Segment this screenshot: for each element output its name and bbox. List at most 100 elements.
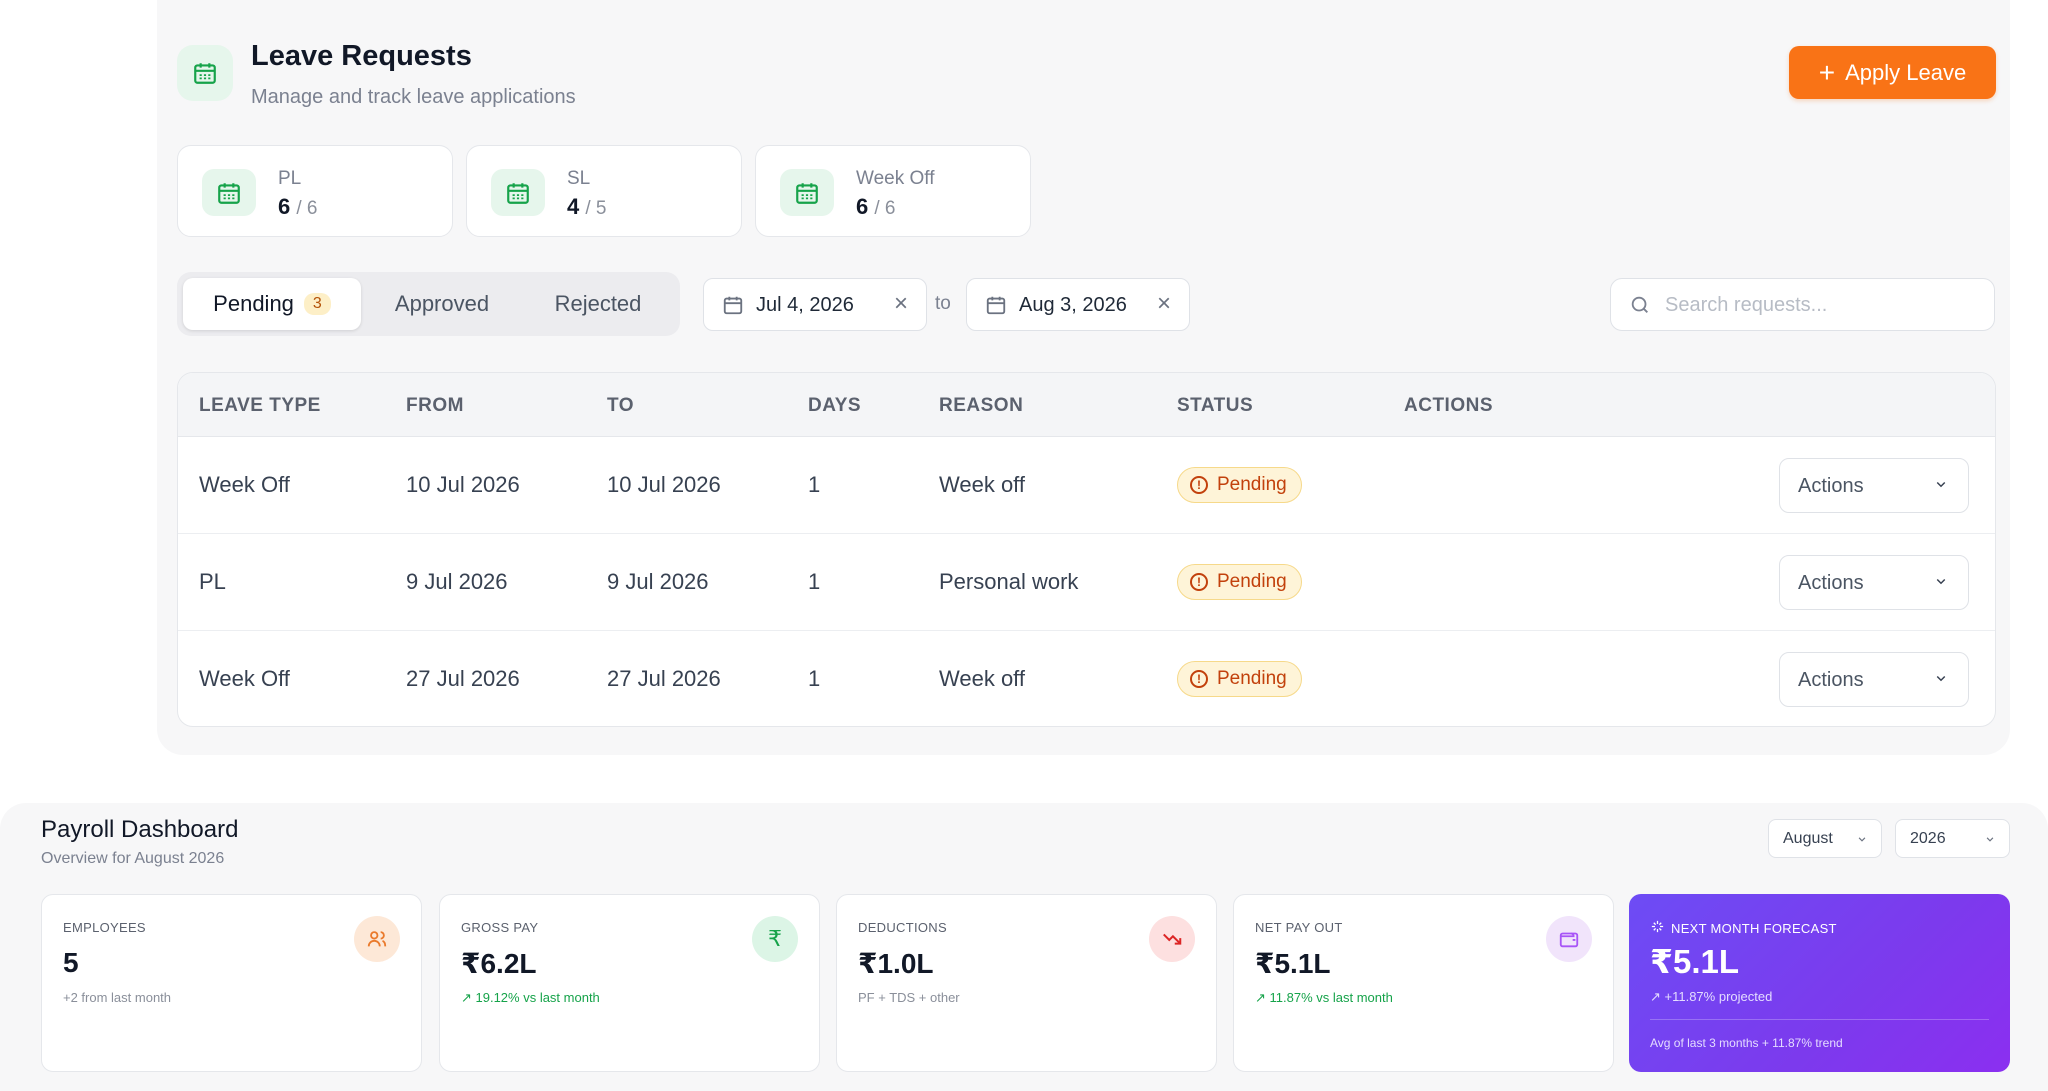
calendar-icon [491,169,545,216]
employees-card: EMPLOYEES 5 +2 from last month [41,894,422,1072]
balance-label: SL [567,168,591,189]
sparkle-icon [1650,919,1665,937]
card-label: NET PAY OUT [1255,920,1343,935]
column-header: STATUS [1177,395,1254,416]
days-cell: 1 [808,472,821,497]
page-subtitle: Manage and track leave applications [251,86,576,108]
balance-value: 6 / 6 [856,194,896,219]
date-range-separator: to [935,293,951,314]
apply-leave-label: Apply Leave [1845,59,1967,85]
forecast-value: ₹5.1L [1650,943,1739,980]
balance-label: Week Off [856,168,935,189]
tab-label: Approved [394,291,490,316]
tab-label: Pending [213,291,294,316]
year-select[interactable]: 2026 [1895,819,2010,858]
actions-label: Actions [1798,572,1864,594]
calendar-icon [780,169,834,216]
actions-dropdown[interactable]: Actions [1779,652,1969,707]
tab-label: Rejected [554,291,642,316]
balance-card-pl: PL 6 / 6 [177,145,453,237]
alert-circle-icon: ! [1190,670,1208,688]
tab-pending[interactable]: Pending 3 [183,278,361,330]
calendar-icon [722,294,744,322]
status-label: Pending [1217,474,1287,495]
to-cell: 10 Jul 2026 [607,472,721,497]
actions-label: Actions [1798,669,1864,691]
forecast-note: ↗ +11.87% projected [1650,989,1773,1004]
column-header: TO [607,395,635,416]
net-pay-out-card: NET PAY OUT ₹5.1L ↗ 11.87% vs last month [1233,894,1614,1072]
column-header: DAYS [808,395,862,416]
month-value: August [1783,830,1833,847]
from-cell: 27 Jul 2026 [406,666,520,691]
actions-dropdown[interactable]: Actions [1779,458,1969,513]
card-label: GROSS PAY [461,920,539,935]
chevron-down-icon [1932,473,1950,501]
card-value: ₹1.0L [858,948,934,979]
search-icon [1629,294,1651,321]
from-cell: 9 Jul 2026 [406,569,508,594]
leave-table: LEAVE TYPE FROM TO DAYS REASON STATUS AC… [177,372,1996,727]
chevron-down-icon [1855,829,1869,854]
users-icon [354,916,400,962]
forecast-label-text: NEXT MONTH FORECAST [1671,920,1837,936]
column-header: ACTIONS [1404,395,1493,416]
tab-rejected[interactable]: Rejected [523,278,673,330]
reason-cell: Week off [939,472,1026,497]
table-row: Week Off 10 Jul 2026 10 Jul 2026 1 Week … [178,437,1995,534]
card-note: ↗ 11.87% vs last month [1255,990,1393,1005]
payroll-subtitle: Overview for August 2026 [41,850,225,867]
chevron-down-icon [1932,570,1950,598]
month-select[interactable]: August [1768,819,1882,858]
rupee-icon: ₹ [752,916,798,962]
reason-cell: Week off [939,666,1026,691]
chevron-down-icon [1932,667,1950,695]
divider [1650,1019,1989,1020]
payroll-dashboard-panel: Payroll Dashboard Overview for August 20… [0,803,2048,1091]
trend-down-icon [1149,916,1195,962]
from-date-value: Jul 4, 2026 [756,294,854,316]
status-label: Pending [1217,571,1287,592]
forecast-footer: Avg of last 3 months + 11.87% trend [1650,1036,1843,1050]
days-cell: 1 [808,569,821,594]
reason-cell: Personal work [939,569,1079,594]
tab-approved[interactable]: Approved [367,278,517,330]
table-row: PL 9 Jul 2026 9 Jul 2026 1 Personal work… [178,534,1995,631]
clear-icon[interactable]: × [893,290,908,317]
wallet-icon [1546,916,1592,962]
card-label: EMPLOYEES [63,920,146,935]
clear-icon[interactable]: × [1156,290,1171,317]
chevron-down-icon [1983,829,1997,854]
column-header: FROM [406,395,464,416]
balance-card-week-off: Week Off 6 / 6 [755,145,1031,237]
from-cell: 10 Jul 2026 [406,472,520,497]
balance-label: PL [278,168,302,189]
column-header: REASON [939,395,1024,416]
to-cell: 27 Jul 2026 [607,666,721,691]
leave-type-cell: Week Off [199,666,290,691]
card-label: DEDUCTIONS [858,920,947,935]
leave-requests-panel: Leave Requests Manage and track leave ap… [157,0,2010,755]
card-value: 5 [63,947,79,978]
column-header: LEAVE TYPE [199,395,321,416]
days-cell: 1 [808,666,821,691]
actions-dropdown[interactable]: Actions [1779,555,1969,610]
payroll-title: Payroll Dashboard [41,816,239,843]
forecast-label: NEXT MONTH FORECAST [1650,919,1837,937]
pending-count-badge: 3 [303,293,331,315]
calendar-icon [985,294,1007,322]
status-badge: ! Pending [1177,467,1302,503]
card-value: ₹6.2L [461,948,537,979]
leave-type-cell: Week Off [199,472,290,497]
calendar-icon [202,169,256,216]
to-date-picker[interactable]: Aug 3, 2026 × [966,278,1190,331]
page-title: Leave Requests [251,40,472,72]
forecast-card: NEXT MONTH FORECAST ₹5.1L ↗ +11.87% proj… [1629,894,2010,1072]
leave-type-cell: PL [199,569,226,594]
status-badge: ! Pending [1177,564,1302,600]
gross-pay-card: GROSS PAY ₹6.2L ↗ 19.12% vs last month ₹ [439,894,820,1072]
search-input[interactable] [1665,291,1975,319]
apply-leave-button[interactable]: + Apply Leave [1789,46,1996,99]
from-date-picker[interactable]: Jul 4, 2026 × [703,278,927,331]
balance-card-sl: SL 4 / 5 [466,145,742,237]
